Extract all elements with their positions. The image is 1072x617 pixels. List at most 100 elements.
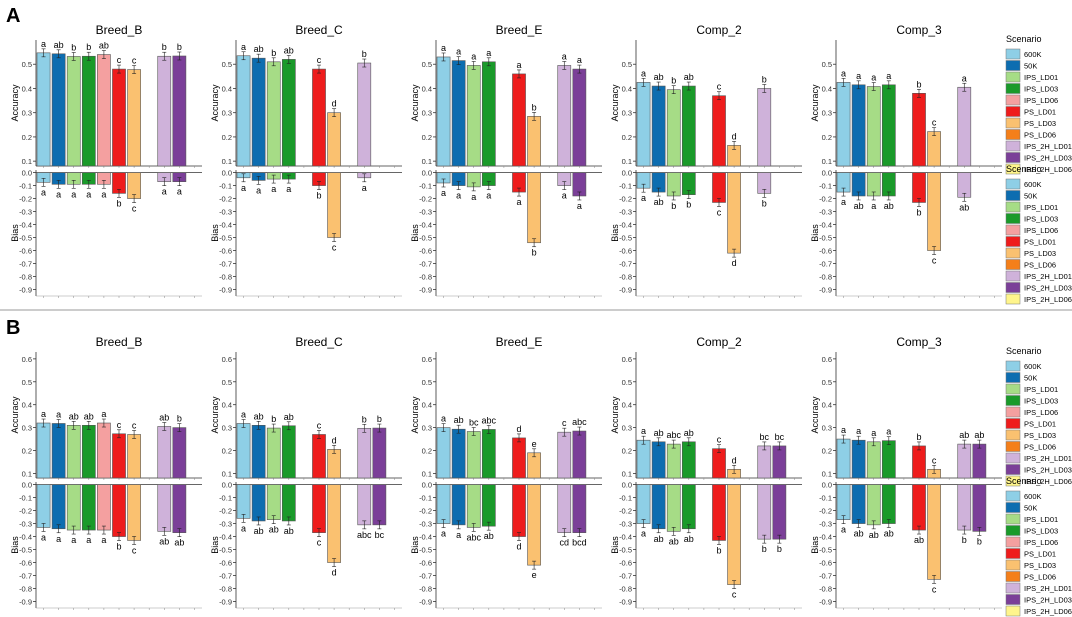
legend-label: IPS_LD06 xyxy=(1024,538,1058,547)
bias-tick-label: -0.4 xyxy=(19,533,32,542)
bias-group-letter: a xyxy=(41,532,46,542)
bias-group-letter: b xyxy=(686,200,691,210)
accuracy-bar xyxy=(757,88,772,167)
accuracy-tick-label: 0.4 xyxy=(622,84,632,93)
accuracy-group-letter: ab xyxy=(684,72,694,82)
bias-tick-label: -0.5 xyxy=(419,546,432,555)
bias-group-letter: d xyxy=(516,542,521,552)
accuracy-group-letter: a xyxy=(886,427,891,437)
bias-tick-label: -0.1 xyxy=(19,182,32,191)
legend-swatch xyxy=(1005,247,1021,259)
bias-group-letter: a xyxy=(86,535,91,545)
bias-axis-label: Bias xyxy=(10,536,20,554)
bias-bar xyxy=(666,484,681,532)
legend-swatch xyxy=(1005,48,1021,60)
legend-label: IPS_LD03 xyxy=(1024,215,1058,224)
bias-tick-label: 0.0 xyxy=(22,481,32,490)
bias-group-letter: c xyxy=(932,256,937,266)
bias-tick-label: 0.0 xyxy=(222,481,232,490)
accuracy-tick-label: 0.3 xyxy=(822,424,832,433)
legend-swatch xyxy=(1005,71,1021,83)
accuracy-bar xyxy=(851,439,866,479)
bias-tick-label: -0.2 xyxy=(619,507,632,516)
legend-label: 600K xyxy=(1024,180,1042,189)
accuracy-group-letter: b xyxy=(362,49,367,59)
accuracy-group-letter: ab xyxy=(284,412,294,422)
bias-bar xyxy=(372,484,387,526)
legend-swatch xyxy=(1005,293,1021,305)
accuracy-bar xyxy=(36,52,51,167)
legend-label: 600K xyxy=(1024,492,1042,501)
accuracy-bar xyxy=(572,68,587,167)
legend-label: IPS_2H_LD01 xyxy=(1024,454,1072,463)
legend-swatch xyxy=(1005,106,1021,117)
bias-group-letter: a xyxy=(516,197,521,207)
bias-group-letter: a xyxy=(871,201,876,211)
accuracy-tick-label: 0.3 xyxy=(422,109,432,118)
accuracy-tick-label: 0.6 xyxy=(622,355,632,364)
accuracy-group-letter: b xyxy=(86,42,91,52)
accuracy-group-letter: bc xyxy=(760,432,770,442)
bias-tick-label: -0.8 xyxy=(819,273,832,282)
legend-swatch xyxy=(1005,213,1021,224)
legend-label: IPS_2H_LD01 xyxy=(1024,584,1072,593)
accuracy-tick-label: 0.3 xyxy=(22,424,32,433)
accuracy-bar xyxy=(451,428,466,479)
bias-tick-label: -0.5 xyxy=(19,234,32,243)
accuracy-group-letter: c xyxy=(117,420,122,430)
accuracy-bar xyxy=(236,423,251,479)
bias-axis-label: Bias xyxy=(610,224,620,242)
accuracy-tick-label: 0.3 xyxy=(22,109,32,118)
legend-label: IPS_2H_LD06 xyxy=(1024,607,1072,616)
bias-tick-label: -0.5 xyxy=(619,546,632,555)
accuracy-group-letter: a xyxy=(486,48,491,58)
bias-bar xyxy=(727,484,741,585)
bias-tick-label: -0.1 xyxy=(19,494,32,503)
accuracy-group-letter: b xyxy=(271,48,276,58)
legend-swatch xyxy=(1005,201,1021,213)
bias-tick-label: -0.4 xyxy=(219,221,232,230)
bias-tick-label: -0.3 xyxy=(619,520,632,529)
legend-swatch xyxy=(1005,117,1021,129)
accuracy-tick-label: 0.4 xyxy=(822,84,832,93)
accuracy-bar xyxy=(327,112,341,167)
accuracy-tick-label: 0.1 xyxy=(422,157,432,166)
accuracy-bar xyxy=(357,427,372,479)
bias-group-letter: a xyxy=(56,189,61,199)
accuracy-tick-label: 0.2 xyxy=(822,133,832,142)
subplot-title: Comp_3 xyxy=(896,23,942,37)
accuracy-group-letter: ab xyxy=(54,40,64,50)
accuracy-group-letter: a xyxy=(56,409,61,419)
bias-bar xyxy=(912,172,926,203)
accuracy-group-letter: ab xyxy=(654,72,664,82)
legend-swatch xyxy=(1005,152,1021,163)
legend-title: Scenario xyxy=(1006,164,1042,174)
accuracy-tick-label: 0.3 xyxy=(222,109,232,118)
bias-group-letter: abc xyxy=(466,532,481,542)
accuracy-group-letter: a xyxy=(577,55,582,65)
accuracy-group-letter: a xyxy=(641,426,646,436)
accuracy-tick-label: 0.1 xyxy=(222,469,232,478)
accuracy-tick-label: 0.2 xyxy=(422,133,432,142)
accuracy-bar xyxy=(666,443,681,479)
bias-tick-label: -0.9 xyxy=(19,598,32,607)
bias-tick-label: -0.7 xyxy=(419,260,432,269)
bias-group-letter: b xyxy=(671,201,676,211)
accuracy-tick-label: 0.2 xyxy=(822,447,832,456)
accuracy-bar xyxy=(636,439,651,479)
bias-bar xyxy=(312,484,326,533)
bias-bar xyxy=(636,484,651,524)
bias-tick-label: -0.6 xyxy=(419,247,432,256)
accuracy-tick-label: 0.1 xyxy=(422,469,432,478)
accuracy-bar xyxy=(66,56,81,167)
accuracy-bar xyxy=(957,86,972,167)
accuracy-group-letter: ab xyxy=(684,428,694,438)
accuracy-bar xyxy=(712,95,726,167)
bias-tick-label: -0.2 xyxy=(819,195,832,204)
bias-group-letter: b xyxy=(777,544,782,554)
bias-tick-label: -0.1 xyxy=(619,494,632,503)
accuracy-group-letter: ab xyxy=(959,430,969,440)
bias-tick-label: -0.3 xyxy=(619,208,632,217)
legend-label: PS_LD03 xyxy=(1024,431,1056,440)
